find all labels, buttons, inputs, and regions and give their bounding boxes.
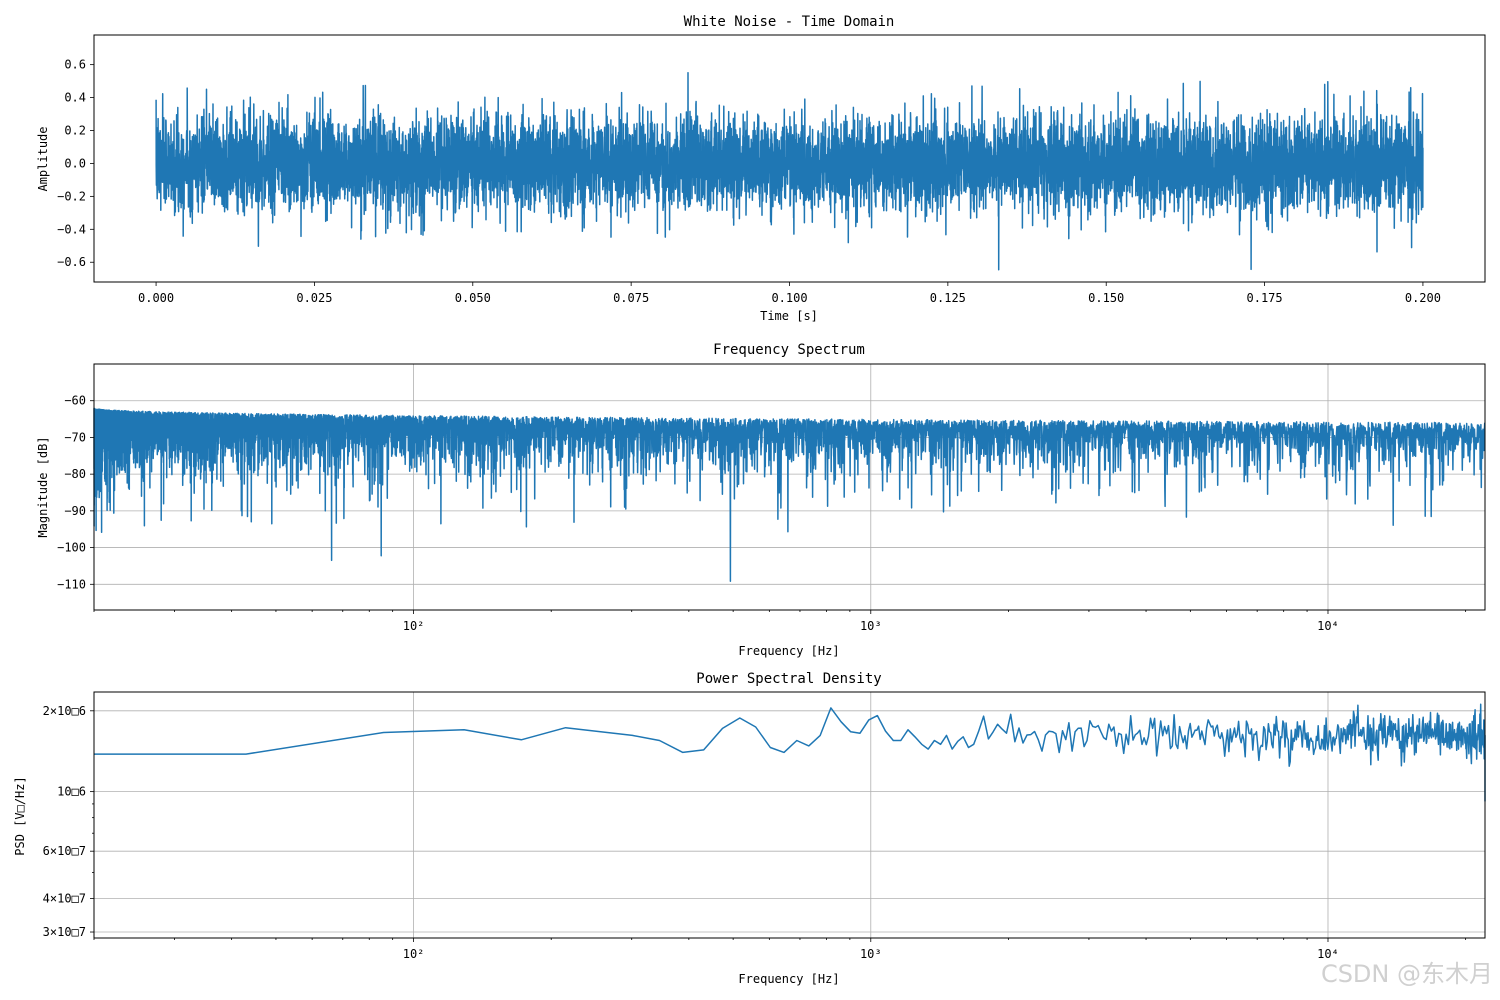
time-domain-x-tick-label: 0.175	[1247, 291, 1283, 305]
time-domain-y-tick-label: −0.4	[57, 222, 86, 236]
time-domain-y-tick-label: −0.2	[57, 189, 86, 203]
psd-ylabel: PSD [V□/Hz]	[13, 776, 27, 855]
psd-x-tick-label: 10⁴	[1317, 947, 1339, 961]
frequency-spectrum-xlabel: Frequency [Hz]	[738, 644, 839, 658]
psd-chart: Power Spectral Density Frequency [Hz] PS…	[13, 671, 1486, 986]
time-domain-y-tick-label: 0.2	[64, 124, 86, 138]
psd-x-tick-label: 10³	[860, 947, 882, 961]
frequency-spectrum-y-tick-label: −110	[57, 577, 86, 591]
psd-y-tick-label: 4×10□7	[43, 891, 86, 905]
frequency-spectrum-x-tick-label: 10⁴	[1317, 619, 1339, 633]
frequency-spectrum-y-tick-label: −100	[57, 541, 86, 555]
time-domain-series-line	[155, 71, 1424, 271]
frequency-spectrum-y-tick-label: −60	[64, 394, 86, 408]
frequency-spectrum-ylabel: Magnitude [dB]	[36, 436, 50, 537]
psd-series-line	[94, 703, 1486, 802]
frequency-spectrum-y-tick-label: −70	[64, 430, 86, 444]
psd-y-tick-label: 3×10□7	[43, 925, 86, 939]
time-domain-chart: White Noise - Time Domain Time [s] Ampli…	[36, 14, 1486, 323]
time-domain-y-tick-label: −0.6	[57, 255, 86, 269]
psd-title: Power Spectral Density	[696, 671, 881, 687]
time-domain-xlabel: Time [s]	[760, 309, 818, 323]
psd-y-tick-label: 2×10□6	[43, 704, 86, 718]
frequency-spectrum-y-tick-label: −90	[64, 504, 86, 518]
time-domain-x-tick-label: 0.075	[613, 291, 649, 305]
frequency-spectrum-y-tick-label: −80	[64, 467, 86, 481]
psd-x-tick-label: 10²	[403, 947, 425, 961]
psd-y-tick-label: 6×10□7	[43, 844, 86, 858]
time-domain-y-tick-label: 0.6	[64, 58, 86, 72]
frequency-spectrum-series-line	[93, 407, 1486, 583]
time-domain-title: White Noise - Time Domain	[684, 14, 895, 30]
time-domain-x-tick-label: 0.125	[930, 291, 966, 305]
psd-xlabel: Frequency [Hz]	[738, 972, 839, 986]
time-domain-x-tick-label: 0.025	[296, 291, 332, 305]
frequency-spectrum-x-tick-label: 10³	[860, 619, 882, 633]
watermark: CSDN @东木月	[1321, 960, 1493, 988]
psd-plot-frame	[93, 691, 1486, 939]
time-domain-y-tick-label: 0.4	[64, 91, 86, 105]
time-domain-x-tick-label: 0.050	[455, 291, 491, 305]
time-domain-ylabel: Amplitude	[36, 126, 50, 191]
frequency-spectrum-plot-frame	[93, 363, 1486, 611]
frequency-spectrum-x-tick-label: 10²	[403, 619, 425, 633]
time-domain-y-tick-label: 0.0	[64, 156, 86, 170]
time-domain-x-tick-label: 0.100	[771, 291, 807, 305]
time-domain-x-tick-label: 0.200	[1405, 291, 1441, 305]
psd-y-tick-label: 10□6	[57, 785, 86, 799]
time-domain-x-tick-label: 0.150	[1088, 291, 1124, 305]
time-domain-x-tick-label: 0.000	[138, 291, 174, 305]
frequency-spectrum-chart: Frequency Spectrum Frequency [Hz] Magnit…	[36, 342, 1486, 658]
frequency-spectrum-title: Frequency Spectrum	[713, 342, 865, 358]
